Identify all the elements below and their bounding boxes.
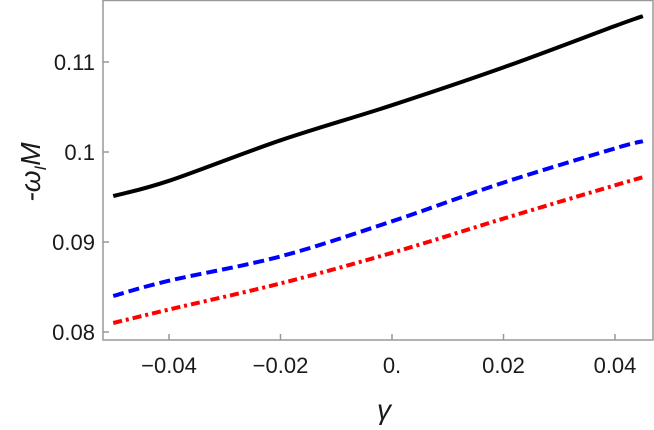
x-axis-ticks: −0.04 −0.02 0. 0.02 0.04 <box>141 334 636 378</box>
series-line-solid-black <box>112 14 644 199</box>
plot-border <box>102 0 654 341</box>
x-tick-label: −0.02 <box>253 353 309 378</box>
y-tick-label: 0.1 <box>64 140 95 165</box>
data-series <box>112 14 644 325</box>
x-tick-label: 0. <box>383 353 401 378</box>
y-tick-label: 0.11 <box>54 50 95 75</box>
y-axis-label: -ωIM <box>15 142 50 202</box>
series-line-dashdot-red <box>112 175 644 325</box>
x-axis-label: γ <box>377 394 393 425</box>
y-tick-label: 0.08 <box>52 320 95 345</box>
plot-frame <box>102 0 654 341</box>
x-tick-label: 0.04 <box>594 353 637 378</box>
x-tick-label: −0.04 <box>141 353 197 378</box>
y-axis-ticks: 0.08 0.09 0.1 0.11 <box>52 50 109 345</box>
y-tick-label: 0.09 <box>52 230 95 255</box>
x-tick-label: 0.02 <box>482 353 525 378</box>
series-line-dashed-blue <box>112 139 644 298</box>
